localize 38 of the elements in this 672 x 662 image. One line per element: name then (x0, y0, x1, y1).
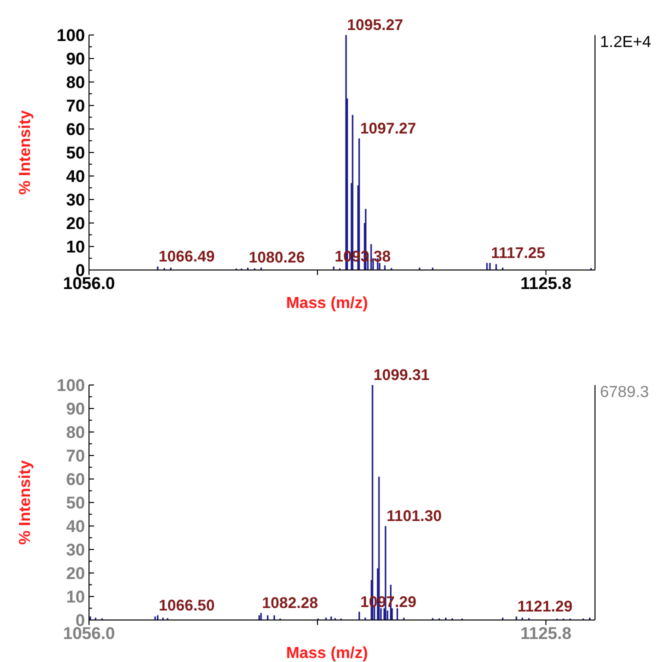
text: 1.2E+4 (600, 34, 652, 51)
y-axis-title: % Intensity (17, 110, 34, 195)
annotation: 1099.31 (374, 367, 430, 384)
annotation: 1101.30 (386, 508, 442, 525)
annotation: 1095.27 (347, 17, 404, 34)
y-tick-label: 90 (66, 49, 85, 68)
y-tick-label: 70 (66, 446, 85, 466)
y-tick-label: 10 (66, 237, 85, 256)
y-tick-label: 60 (66, 120, 85, 139)
annotation: 1082.28 (262, 594, 318, 612)
y-tick-label: 80 (66, 422, 85, 442)
annotation: 1121.29 (517, 598, 573, 616)
y-tick-label: 100 (56, 376, 85, 395)
x-tick-label: 1125.8 (520, 274, 572, 293)
y-tick-label: 50 (66, 493, 85, 512)
y-tick-label: 40 (66, 516, 85, 536)
x-axis-title: Mass (m/z) (286, 645, 368, 662)
y-tick-label: 60 (66, 470, 85, 489)
y-tick-label: 10 (66, 587, 85, 606)
y-tick-label: 20 (66, 564, 85, 583)
annotation: 1066.49 (158, 248, 216, 266)
y-tick-label: 70 (66, 96, 85, 116)
x-tick-label: 1125.8 (520, 624, 572, 643)
y-tick-label: 50 (66, 143, 85, 162)
y-tick-label: 30 (66, 190, 85, 210)
annotation: 1097.27 (360, 120, 416, 138)
y-tick-label: 90 (66, 399, 85, 418)
text: 6789.3 (600, 384, 650, 401)
annotation: 1117.25 (490, 244, 546, 262)
y-tick-label: 20 (66, 214, 85, 233)
y-tick-label: 30 (66, 540, 85, 560)
y-axis-title: % Intensity (17, 460, 34, 545)
annotation: 1080.26 (248, 250, 306, 267)
x-axis-title: Mass (m/z) (286, 295, 368, 312)
y-tick-label: 80 (66, 72, 85, 92)
y-tick-label: 40 (66, 166, 85, 186)
annotation: 1066.50 (158, 597, 215, 614)
y-tick-label: 100 (56, 26, 85, 45)
